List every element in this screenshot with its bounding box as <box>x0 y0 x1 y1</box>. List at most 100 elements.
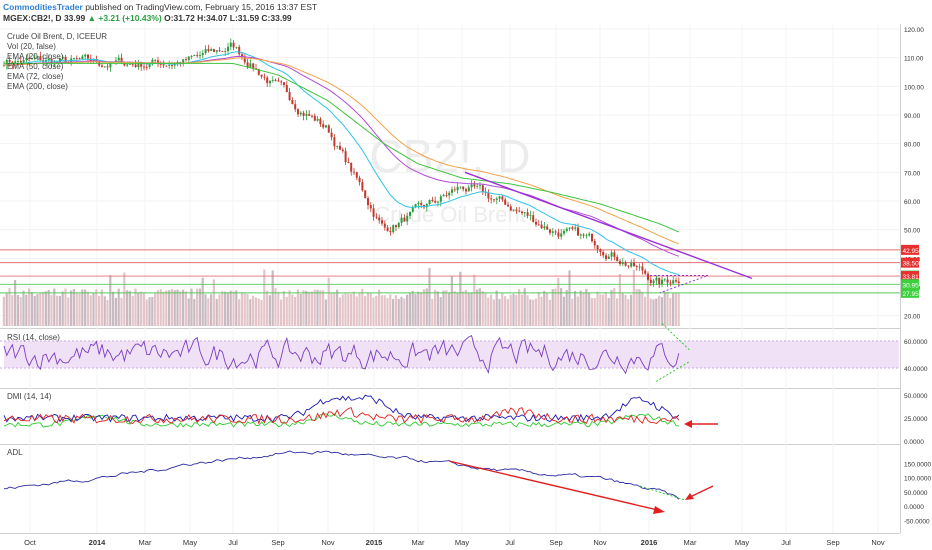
candle-body <box>367 198 369 206</box>
adx-line <box>3 413 679 428</box>
candle-body <box>269 80 271 84</box>
volume-bar <box>246 294 249 326</box>
candle-body <box>661 279 663 285</box>
volume-bar <box>336 289 339 326</box>
ohlc-values: O:31.72 H:34.07 L:31.59 C:33.99 <box>164 13 292 23</box>
candle-body <box>395 225 397 228</box>
candle-body <box>302 112 305 116</box>
volume-bar <box>520 294 523 326</box>
volume-bar <box>364 296 367 326</box>
price-tick-label: 60.00 <box>904 199 921 206</box>
candle-body <box>218 50 221 52</box>
candle-body <box>501 196 504 200</box>
candle-body <box>476 185 479 187</box>
volume-bar <box>212 279 215 326</box>
volume-bar <box>322 290 325 326</box>
volume-bar <box>254 297 257 326</box>
candle-body <box>397 222 400 228</box>
candle-body <box>280 81 283 83</box>
candle-body <box>8 59 11 63</box>
price-badge <box>901 257 919 268</box>
volume-bar <box>151 296 154 326</box>
volume-bar <box>268 295 271 326</box>
volume-bar <box>574 291 577 326</box>
candle-body <box>493 199 495 201</box>
candle-body <box>140 62 143 67</box>
candle-body <box>235 46 238 48</box>
candle-body <box>229 42 232 47</box>
volume-bar <box>50 294 53 326</box>
volume-bar <box>492 299 495 326</box>
volume-bar <box>445 290 448 326</box>
volume-bar <box>372 297 375 326</box>
candle-body <box>173 63 176 66</box>
volume-bar <box>604 292 607 326</box>
volume-bar <box>509 294 512 326</box>
candle-body <box>599 249 602 253</box>
author-link[interactable]: CommoditiesTrader <box>3 2 83 12</box>
volume-bar <box>92 292 95 326</box>
candle-body <box>414 204 417 208</box>
candle-body <box>537 224 540 226</box>
volume-bar <box>128 290 131 326</box>
price-badge-label: 30.95 <box>903 282 920 289</box>
volume-bar <box>397 298 400 326</box>
candle-body <box>271 80 274 81</box>
time-tick-label: Oct <box>24 538 37 547</box>
candle-body <box>669 282 672 284</box>
volume-bar <box>406 294 409 326</box>
volume-bar <box>252 295 255 326</box>
time-tick-label: Nov <box>321 538 335 547</box>
volume-bar <box>39 293 42 326</box>
time-tick-label: May <box>183 538 197 547</box>
candle-body <box>106 66 109 68</box>
candle-body <box>577 227 579 236</box>
volume-bar <box>624 294 627 326</box>
candle-body <box>565 228 568 232</box>
volume-bar <box>674 292 677 326</box>
candle-body <box>521 211 523 214</box>
volume-bar <box>159 289 162 326</box>
dmi-tick-label: 0.0000 <box>904 439 924 446</box>
ema20-line <box>3 51 679 276</box>
di-minus-line <box>3 394 680 423</box>
adl-tick-label: 0.0000 <box>904 504 924 511</box>
candle-body <box>297 109 299 115</box>
candle-body <box>232 42 235 48</box>
dmi-tick-label: 50.0000 <box>904 393 928 400</box>
candle-body <box>145 66 148 68</box>
volume-bar <box>434 289 437 326</box>
candle-body <box>417 203 420 205</box>
volume-bar <box>607 297 610 326</box>
volume-bar <box>47 289 50 326</box>
volume-bar <box>156 290 159 326</box>
candle-body <box>33 57 36 59</box>
candle-body <box>336 145 339 147</box>
volume-bar <box>44 291 47 326</box>
volume-bar <box>658 295 661 326</box>
volume-bar <box>361 288 364 326</box>
volume-bar <box>201 277 204 326</box>
main-legend-3: EMA (50, close) <box>7 62 64 71</box>
candle-body <box>663 279 666 281</box>
candle-body <box>630 262 633 267</box>
candle-body <box>677 281 680 283</box>
main-legend-4: EMA (72, close) <box>7 72 64 81</box>
candle-body <box>372 208 375 217</box>
volume-bar <box>221 291 224 326</box>
volume-bar <box>134 288 137 326</box>
price-tick-label: 120.00 <box>904 27 924 34</box>
volume-bar <box>529 299 532 326</box>
candle-body <box>633 262 635 267</box>
volume-bar <box>358 292 361 326</box>
volume-bar <box>296 289 299 326</box>
candle-body <box>283 82 285 86</box>
candle-body <box>120 57 123 64</box>
candle-body <box>431 199 434 201</box>
candle-body <box>143 66 145 68</box>
candle-body <box>311 115 313 117</box>
volume-bar <box>207 298 210 326</box>
candle-body <box>215 50 218 52</box>
candle-body <box>204 49 207 54</box>
candle-body <box>59 58 61 63</box>
